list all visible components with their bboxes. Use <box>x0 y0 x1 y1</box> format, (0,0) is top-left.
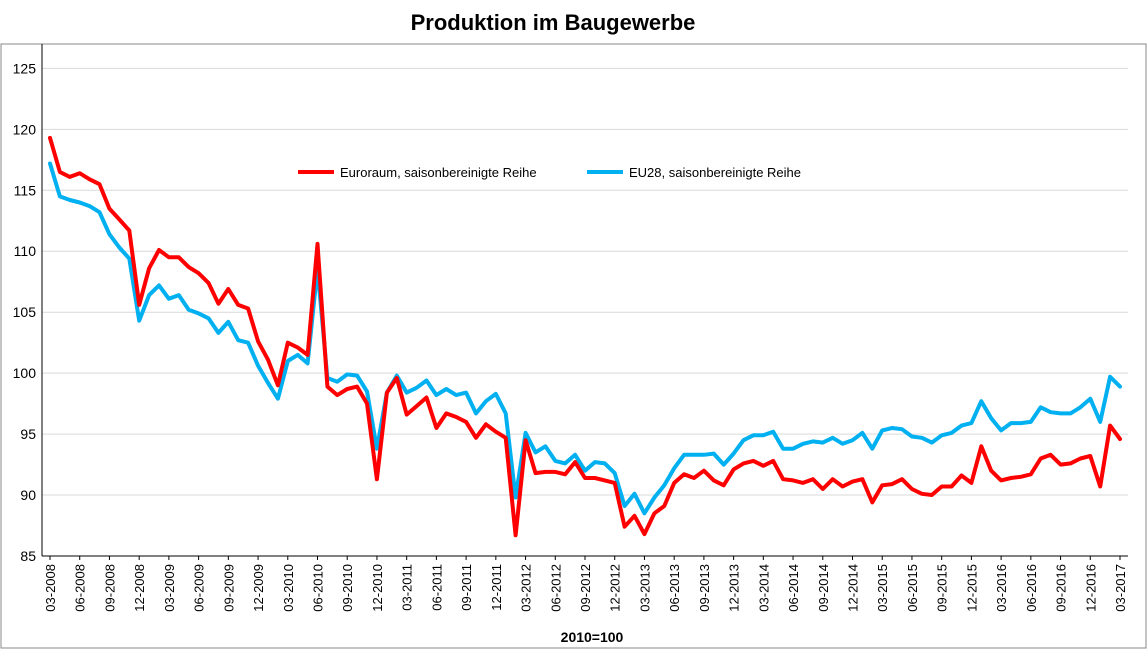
x-tick-label: 12-2016 <box>1083 564 1098 612</box>
y-tick-label: 100 <box>13 365 37 381</box>
x-tick-label: 09-2014 <box>816 564 831 612</box>
x-tick-label: 12-2014 <box>846 564 861 612</box>
legend: Euroraum, saisonbereinigte Reihe EU28, sa… <box>298 165 801 180</box>
x-tick-label: 06-2015 <box>905 564 920 612</box>
y-tick-label: 115 <box>14 182 37 198</box>
x-tick-label: 12-2010 <box>370 564 385 612</box>
legend-label-1: EU28, saisonbereinigte Reihe <box>629 165 801 180</box>
x-tick-label: 03-2016 <box>994 564 1009 612</box>
x-tick-label: 12-2011 <box>489 564 504 611</box>
chart-title: Produktion im Baugewerbe <box>411 10 696 35</box>
y-tick-label: 105 <box>13 304 37 320</box>
y-tick-label: 120 <box>13 121 37 137</box>
x-tick-labels: 03-2008 06-2008 09-2008 12-2008 03-2009 06-20… <box>43 556 1128 612</box>
y-tick-label: 85 <box>20 548 36 564</box>
series-line-0 <box>48 135 1122 538</box>
x-tick-label: 09-2008 <box>102 564 117 612</box>
x-tick-label: 03-2011 <box>400 564 415 611</box>
x-tick-label: 06-2013 <box>667 564 682 612</box>
x-tick-label: 06-2008 <box>73 564 88 612</box>
x-tick-label: 09-2015 <box>935 564 950 612</box>
y-tick-label: 90 <box>20 487 36 503</box>
x-tick-label: 12-2015 <box>964 564 979 612</box>
x-tick-label: 03-2008 <box>43 564 58 612</box>
x-tick-label: 06-2016 <box>1024 564 1039 612</box>
x-tick-label: 12-2008 <box>132 564 147 612</box>
x-tick-label: 12-2012 <box>608 564 623 612</box>
y-tick-label: 110 <box>14 243 37 259</box>
x-tick-label: 03-2012 <box>519 564 534 612</box>
x-axis-label: 2010=100 <box>561 629 624 645</box>
legend-label-0: Euroraum, saisonbereinigte Reihe <box>340 165 537 180</box>
series-line-1 <box>48 161 1122 516</box>
x-tick-label: 03-2010 <box>281 564 296 612</box>
x-tick-label: 09-2012 <box>578 564 593 612</box>
x-tick-label: 09-2013 <box>697 564 712 612</box>
x-tick-label: 03-2009 <box>162 564 177 612</box>
x-tick-label: 03-2014 <box>756 564 771 612</box>
x-tick-label: 12-2013 <box>727 564 742 612</box>
y-tick-label: 95 <box>20 426 36 442</box>
x-tick-label: 09-2016 <box>1054 564 1069 612</box>
x-tick-label: 06-2010 <box>311 564 326 612</box>
x-tick-label: 03-2013 <box>637 564 652 612</box>
x-tick-label: 03-2015 <box>875 564 890 612</box>
x-tick-label: 09-2010 <box>340 564 355 612</box>
chart-frame <box>0 43 1147 649</box>
x-tick-label: 06-2014 <box>786 564 801 612</box>
x-tick-label: 06-2012 <box>548 564 563 612</box>
x-tick-label: 06-2009 <box>192 564 207 612</box>
y-tick-labels: 85 90 95 100 105 110 115 120 125 <box>13 60 37 564</box>
x-tick-label: 09-2009 <box>221 564 236 612</box>
x-tick-label: 03-2017 <box>1113 564 1128 612</box>
x-tick-label: 06-2011 <box>429 564 444 611</box>
series-lines <box>48 135 1122 538</box>
y-tick-label: 125 <box>13 60 37 76</box>
gridlines <box>42 67 1128 496</box>
x-tick-label: 09-2011 <box>459 564 474 611</box>
x-tick-label: 12-2009 <box>251 564 266 612</box>
